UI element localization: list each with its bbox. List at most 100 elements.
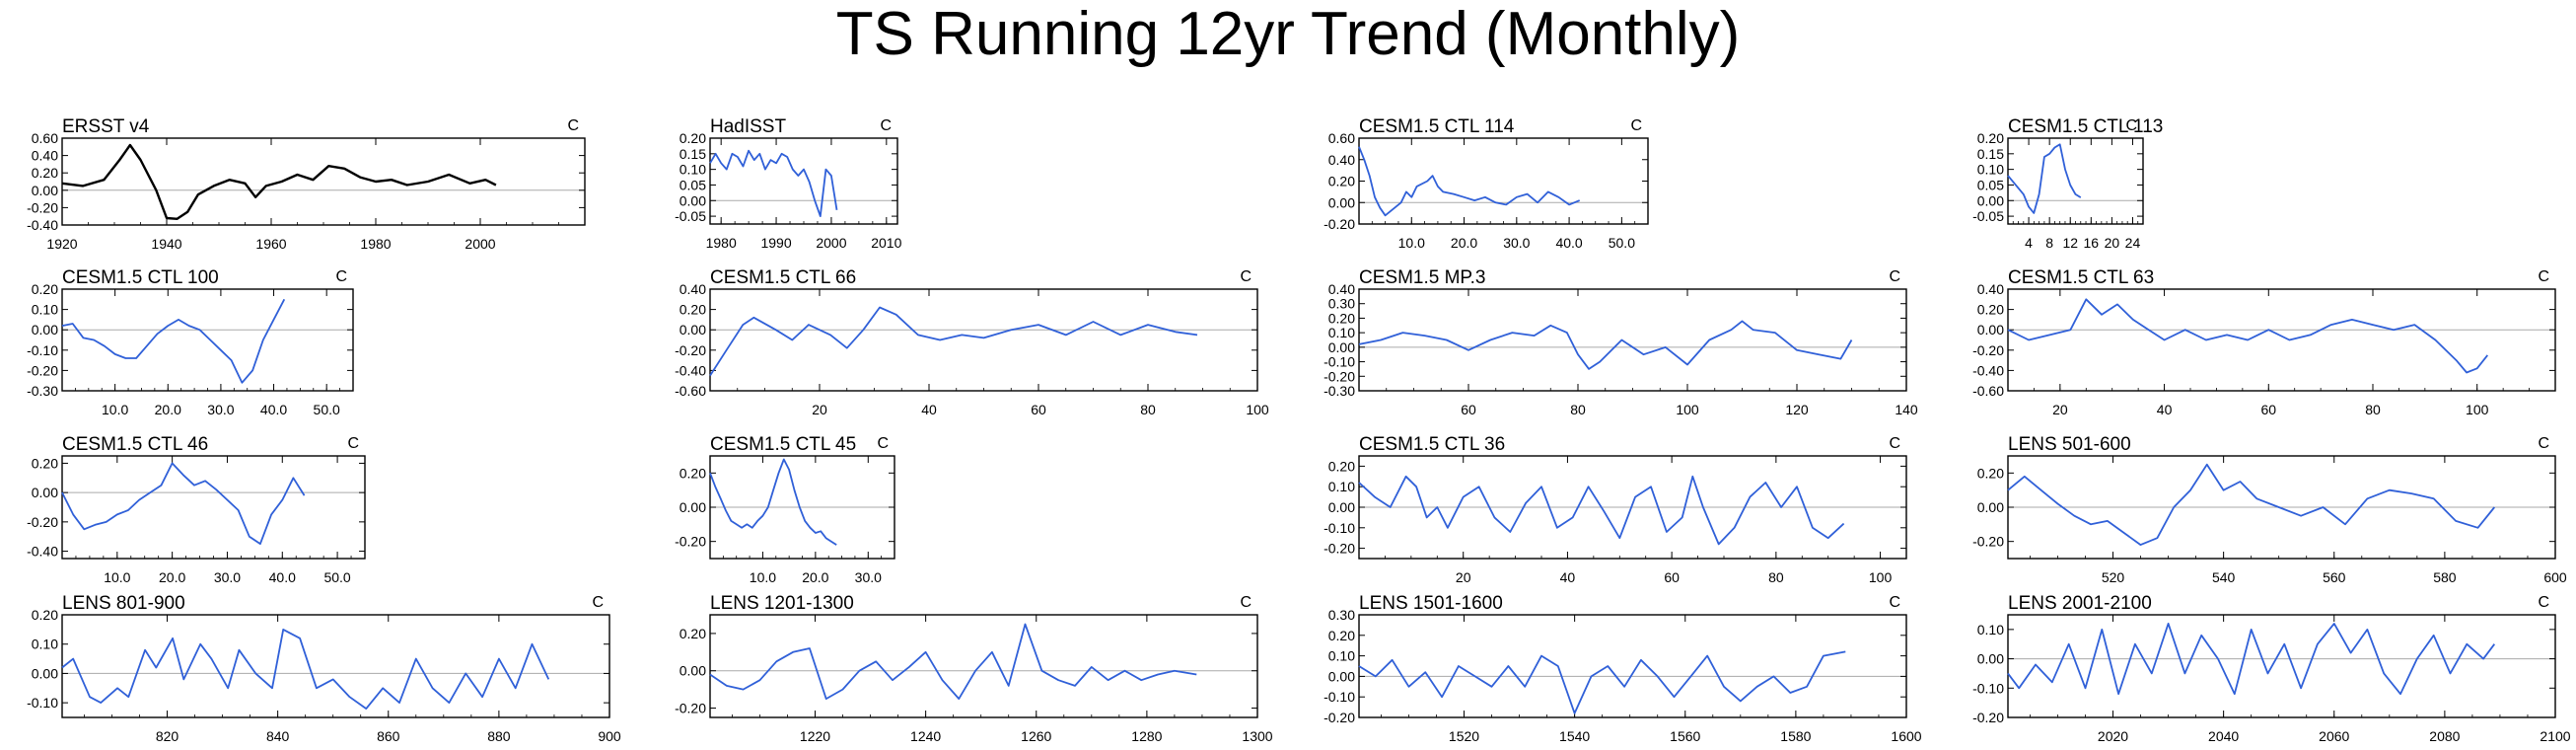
x-tick-label: 2040 [2208,728,2239,744]
x-tick-label: 120 [1785,402,1809,417]
x-tick-label: 880 [487,728,511,744]
panel-title: CESM1.5 CTL 113 [2008,116,2163,137]
panel-8: CESM1.5 CTL 63 C -0.60 -0.40 -0.20 0.00 0.20 0.… [1972,267,2556,417]
y-tick-label: 0.10 [32,302,58,318]
x-tick-label: 10.0 [102,402,128,417]
panel-corner-label: C [877,435,889,452]
y-tick-label: 0.20 [32,607,58,623]
x-tick-label: 10.0 [750,569,776,585]
y-tick-label: -0.40 [27,544,58,560]
y-tick-label: 0.20 [680,130,706,146]
panel-5: CESM1.5 CTL 100 C -0.30 -0.20 -0.10 0.00 0.10 0… [27,267,354,417]
y-tick-label: 0.00 [680,663,706,679]
y-tick-label: 0.20 [1977,302,2004,318]
x-tick-label: 1920 [46,236,77,252]
y-tick-label: 0.40 [1977,281,2004,297]
x-tick-label: 100 [1676,402,1699,417]
y-tick-label: 0.20 [1328,310,1355,326]
y-tick-label: 0.10 [1977,622,2004,638]
panel-title: LENS 1501-1600 [1359,593,1503,614]
y-tick-label: 0.20 [1977,130,2004,146]
y-tick-label: 0.00 [32,665,58,681]
x-tick-label: 1600 [1891,728,1921,744]
plot-frame [709,137,898,225]
y-tick-label: -0.20 [675,534,706,550]
y-tick-label: 0.30 [1328,296,1355,312]
x-tick-label: 1980 [706,235,737,251]
x-tick-label: 80 [2365,402,2381,417]
y-tick-label: 0.20 [1328,628,1355,643]
y-tick-label: 0.00 [1977,322,2004,338]
y-tick-label: 0.15 [1977,146,2004,162]
y-tick-label: -0.20 [27,514,58,530]
y-tick-label: 0.20 [1328,458,1355,474]
x-tick-label: 80 [1768,569,1784,585]
x-tick-label: 80 [1140,402,1156,417]
x-tick-label: 1540 [1559,728,1590,744]
series-line [709,623,1197,700]
panel-corner-label: C [880,117,892,134]
panel-14: LENS 1201-1300 C -0.20 0.00 0.20 1220 1240 1260… [675,593,1273,744]
x-tick-label: 1960 [255,236,286,252]
y-tick-label: -0.20 [1324,541,1355,557]
x-tick-label: 40.0 [260,402,287,417]
x-tick-label: 30.0 [207,402,234,417]
y-tick-label: -0.10 [1324,354,1355,370]
panel-title: CESM1.5 CTL 45 [710,434,856,455]
panel-title: CESM1.5 CTL 100 [62,267,219,288]
x-tick-label: 1990 [760,235,791,251]
panel-corner-label: C [1240,594,1252,611]
plot-frame [2007,137,2144,225]
panel-title: LENS 2001-2100 [2008,593,2152,614]
y-tick-label: 0.30 [1328,607,1355,623]
panel-title: CESM1.5 CTL 63 [2008,267,2154,288]
x-tick-label: 20.0 [155,402,181,417]
y-tick-label: 0.10 [1977,162,2004,178]
y-tick-label: -0.20 [675,701,706,716]
y-tick-label: 0.00 [1977,192,2004,208]
panel-corner-label: C [2538,594,2549,611]
y-tick-label: -0.10 [27,695,58,711]
x-tick-label: 4 [2025,235,2033,251]
x-tick-label: 1560 [1670,728,1700,744]
panel-corner-label: C [2538,268,2549,285]
x-tick-label: 1300 [1242,728,1272,744]
panel-16: LENS 2001-2100 C -0.20 -0.10 0.00 0.10 2020 204… [1972,593,2571,744]
x-tick-label: 40 [2157,402,2173,417]
plot-frame [61,614,610,718]
y-tick-label: 0.00 [32,322,58,338]
x-tick-label: 20.0 [159,569,185,585]
x-tick-label: 20.0 [802,569,828,585]
x-tick-label: 20 [2105,235,2120,251]
plot-frame [1358,614,1907,718]
x-tick-label: 40 [1560,569,1576,585]
x-tick-label: 12 [2062,235,2078,251]
y-tick-label: -0.05 [1972,208,2004,224]
x-tick-label: 40.0 [1555,235,1582,251]
x-tick-label: 20 [1456,569,1471,585]
panel-10: CESM1.5 CTL 45 C -0.20 0.00 0.20 10.0 20.0 30.0 [675,434,895,585]
figure-title: TS Running 12yr Trend (Monthly) [835,0,1741,68]
y-tick-label: 0.40 [680,281,706,297]
y-tick-label: 0.00 [1328,194,1355,210]
y-tick-label: -0.40 [675,362,706,378]
y-tick-label: 0.15 [680,146,706,162]
series-line [1358,320,1853,370]
y-tick-label: -0.40 [27,217,58,233]
x-tick-label: 1980 [360,236,391,252]
panel-title: CESM1.5 CTL 114 [1359,116,1515,137]
x-tick-label: 860 [377,728,400,744]
panel-corner-label: C [2125,117,2137,134]
panel-11: CESM1.5 CTL 36 C -0.20 -0.10 0.00 0.10 0.20 20 4… [1324,434,1907,585]
y-tick-label: -0.10 [27,342,58,358]
y-tick-label: 0.00 [1977,499,2004,515]
x-tick-label: 10.0 [1398,235,1425,251]
x-tick-label: 30.0 [855,569,882,585]
series-line [61,462,306,545]
y-tick-label: 0.20 [680,626,706,641]
plot-frame [61,455,366,560]
y-tick-label: 0.20 [680,302,706,318]
